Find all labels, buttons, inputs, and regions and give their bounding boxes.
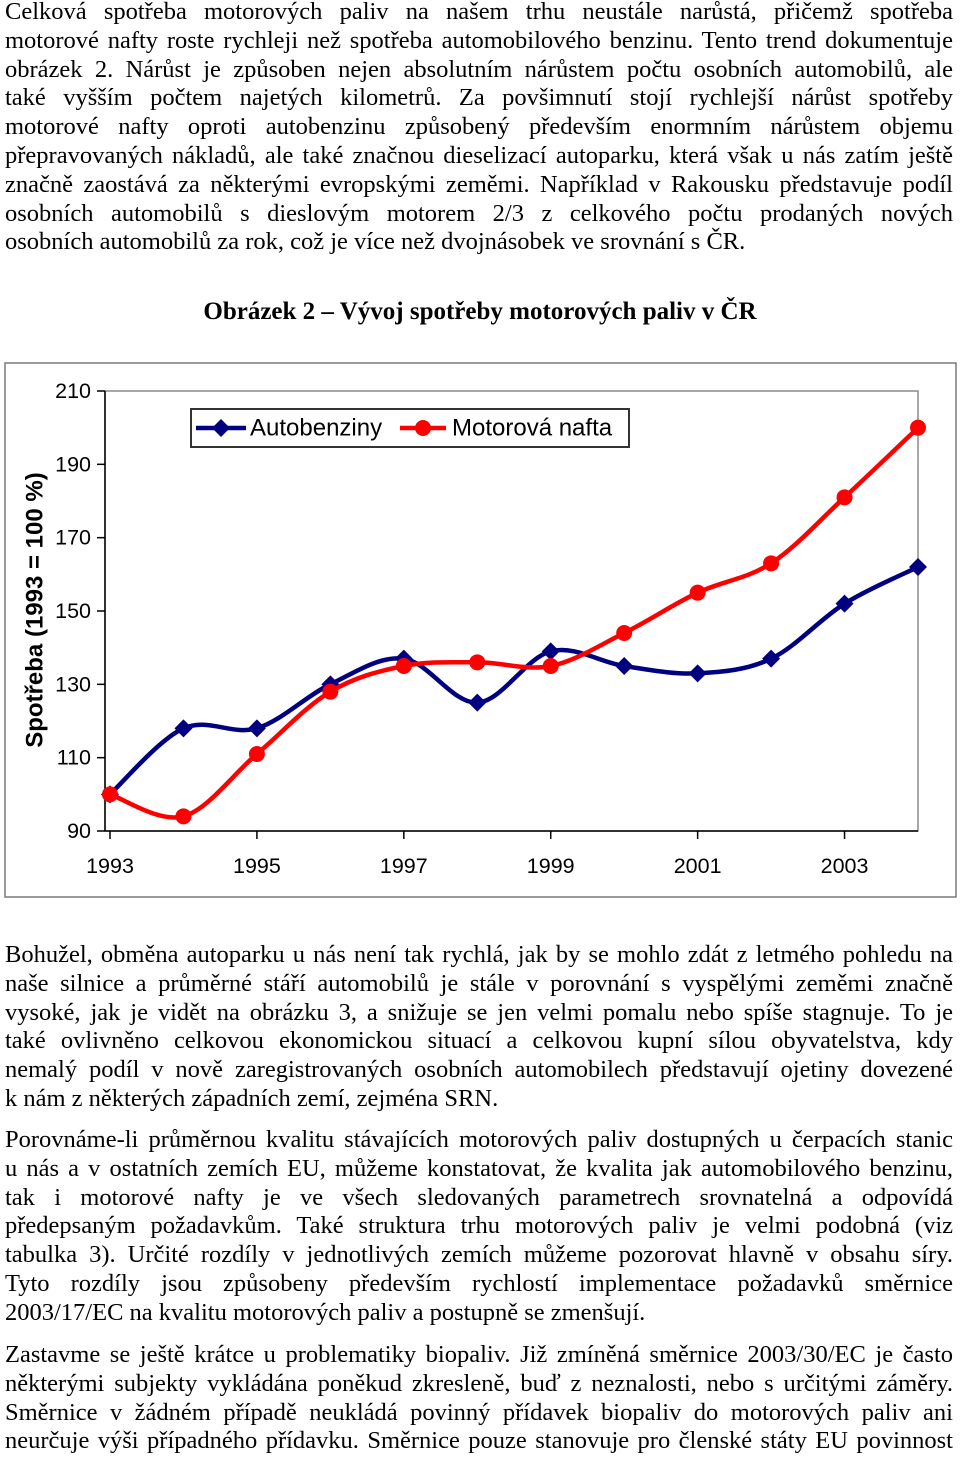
legend-label: Motorová nafta xyxy=(452,415,613,442)
data-point xyxy=(836,489,853,506)
data-point xyxy=(762,649,781,668)
text-line: osobních automobilů za rok, což je více … xyxy=(5,228,746,256)
data-point xyxy=(763,555,780,572)
y-axis-ticks: 90 110 130 150 170 190 210 xyxy=(55,379,105,843)
y-tick-label: 110 xyxy=(57,746,91,770)
text-line: předepsaným požadavkům. Také struktura t… xyxy=(5,1212,953,1240)
paragraph-1: Celková spotřeba motorových paliv na naš… xyxy=(5,0,953,257)
text-line: 2003/17/EC na kvalitu motorových paliv a… xyxy=(5,1298,646,1326)
paragraph-2: Bohužel, obměna autoparku u nás není tak… xyxy=(5,941,953,1114)
chart-frame xyxy=(4,362,957,898)
legend-swatch-marker xyxy=(212,419,230,437)
text-line: Porovnáme-li průměrnou kvalitu stávající… xyxy=(5,1126,953,1153)
x-tick-label: 1997 xyxy=(380,854,428,878)
text-line: motorové nafty oproti autobenzinu způsob… xyxy=(5,113,953,141)
data-point xyxy=(469,654,486,671)
line-chart: 90 110 130 150 170 190 210 1993 1995 1997 1999 200… xyxy=(4,362,957,898)
text-line: k nám z některých západních zemí, zejmén… xyxy=(5,1084,499,1112)
data-point xyxy=(395,658,412,674)
data-point xyxy=(468,693,487,712)
text-line: přepravovaných nákladů, ale také značnou… xyxy=(5,141,953,169)
paragraph-3: Porovnáme-li průměrnou kvalitu stávající… xyxy=(5,1126,953,1328)
legend-item-motorova-nafta: Motorová nafta xyxy=(400,415,613,442)
data-point xyxy=(688,664,707,683)
series-line-1 xyxy=(107,425,921,820)
x-tick-label: 1993 xyxy=(86,854,134,878)
x-tick-label: 2003 xyxy=(821,854,869,878)
y-tick-label: 190 xyxy=(55,452,91,476)
text-line: tabulka 3). Určité rozdíly v jednotlivýc… xyxy=(5,1241,953,1269)
text-line: vysoké, jak je vidět na obrázku 3, a sni… xyxy=(5,998,953,1026)
legend-item-autobenziny: Autobenziny xyxy=(196,415,382,442)
data-point xyxy=(248,746,265,762)
text-line: Směrnice v žádném případě neukládá povin… xyxy=(5,1398,953,1426)
y-tick-label: 90 xyxy=(67,819,91,843)
text-line: naše silnice a průměrné stáří automobilů… xyxy=(5,969,953,997)
text-line: neurčuje výši případného přídavku. Směrn… xyxy=(5,1427,953,1455)
y-tick-label: 210 xyxy=(55,379,91,403)
data-point xyxy=(542,658,559,674)
text-line: také vyšším počtem najetých kilometrů. Z… xyxy=(5,84,953,112)
data-point xyxy=(909,558,927,576)
text-line: značně zaostává za některými evropskými … xyxy=(5,170,953,198)
text-line: Celková spotřeba motorových paliv na naš… xyxy=(5,0,953,25)
series-line-0 xyxy=(107,564,921,797)
text-line: u nás a v ostatních zemích EU, můžeme ko… xyxy=(5,1154,953,1182)
text-line: obrázek 2. Nárůst je způsoben nejen abso… xyxy=(5,55,953,83)
data-point xyxy=(689,584,706,601)
x-tick-label: 1995 xyxy=(233,854,281,878)
text-line: také ovlivněno celkovou ekonomickou situ… xyxy=(5,1027,953,1055)
data-point xyxy=(541,642,560,661)
series-1 xyxy=(102,419,926,825)
legend-label: Autobenziny xyxy=(250,415,382,442)
text-line: Bohužel, obměna autoparku u nás není tak… xyxy=(5,941,953,968)
text-line: osobních automobilů s dieslovým motorem … xyxy=(5,199,953,227)
data-point xyxy=(616,625,633,641)
text-line: Tyto rozdíly jsou způsobeny především ry… xyxy=(5,1269,953,1297)
text-line: nemalý podíl v nově zaregistrovaných oso… xyxy=(5,1056,953,1084)
y-axis-label: Spotřeba (1993 = 100 %) xyxy=(22,472,49,747)
data-point xyxy=(247,719,266,738)
y-tick-label: 130 xyxy=(55,672,91,696)
chart-legend: Autobenziny Motorová nafta xyxy=(190,408,630,448)
data-point xyxy=(615,657,634,675)
text-line: tak i motorové nafty je ve všech sledova… xyxy=(5,1183,953,1211)
data-point xyxy=(174,719,193,738)
legend-swatch-marker xyxy=(415,420,431,436)
x-tick-label: 1999 xyxy=(527,854,575,878)
data-point xyxy=(175,808,192,825)
text-line: některými subjekty vykládána poněkud zkr… xyxy=(5,1369,953,1397)
text-line: motorové nafty roste rychleji než spotře… xyxy=(5,26,953,54)
paragraph-4: Zastavme se ještě krátce u problematiky … xyxy=(5,1341,953,1456)
data-point xyxy=(322,683,339,700)
text-line: Zastavme se ještě krátce u problematiky … xyxy=(5,1341,953,1368)
chart-series xyxy=(101,419,927,825)
y-tick-label: 170 xyxy=(55,526,91,550)
y-tick-label: 150 xyxy=(55,599,91,623)
x-axis-ticks: 1993 1995 1997 1999 2001 2003 xyxy=(86,831,868,878)
data-point xyxy=(910,419,926,436)
x-tick-label: 2001 xyxy=(674,854,722,878)
data-point xyxy=(835,594,854,613)
figure-caption: Obrázek 2 – Vývoj spotřeby motorových pa… xyxy=(203,298,757,325)
data-point xyxy=(102,786,118,803)
